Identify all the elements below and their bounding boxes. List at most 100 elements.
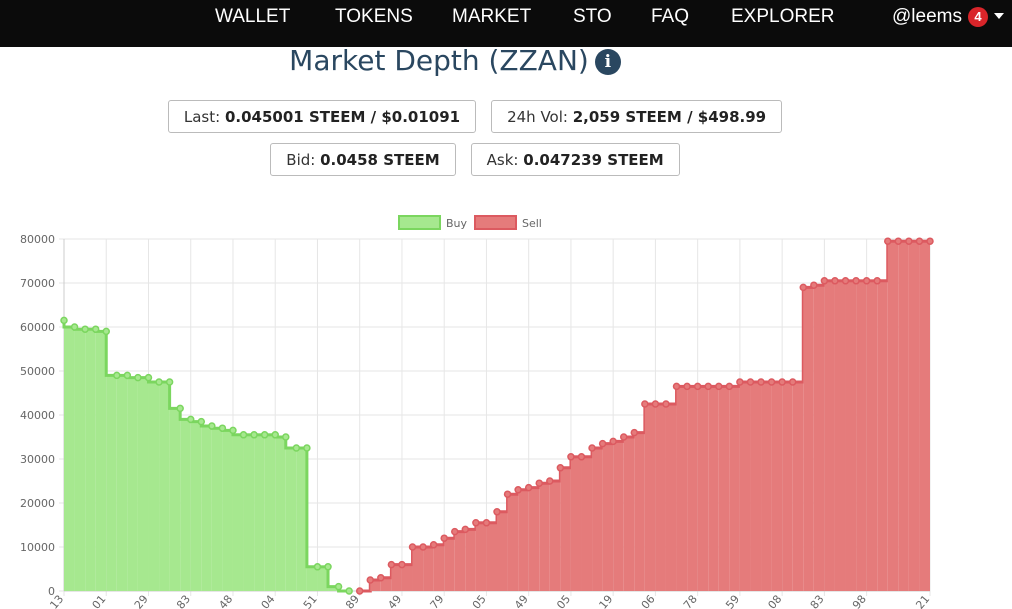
- area-segment: [391, 564, 402, 591]
- stat-value: 0.047239 STEEM: [523, 151, 664, 169]
- point: [155, 378, 163, 386]
- x-tick-label: 78: [681, 593, 700, 609]
- area-segment: [64, 327, 75, 591]
- point: [524, 483, 533, 492]
- point: [810, 281, 818, 289]
- y-tick-label: 70000: [20, 277, 55, 290]
- nav-bar: WALLET TOKENS MARKET STO FAQ EXPLORER @l…: [0, 0, 1012, 47]
- area-segment: [423, 547, 434, 591]
- point: [778, 378, 786, 386]
- area-segment: [845, 280, 857, 591]
- point: [715, 382, 723, 391]
- info-icon[interactable]: i: [594, 49, 621, 75]
- area-segment: [254, 434, 265, 591]
- area-segment: [317, 566, 329, 591]
- area-segment: [211, 428, 223, 591]
- area-segment: [729, 386, 740, 591]
- x-tick-label: 89: [343, 593, 362, 609]
- legend-label: Sell: [522, 217, 542, 230]
- dropdown-caret[interactable]: [994, 13, 1004, 19]
- point: [250, 431, 258, 439]
- area-segment: [401, 564, 413, 591]
- nav-link[interactable]: FAQ: [651, 6, 690, 27]
- area-segment: [898, 241, 909, 591]
- legend-swatch: [474, 215, 517, 230]
- x-tick-label: 06: [639, 593, 658, 609]
- area-segment: [296, 448, 307, 591]
- point: [218, 424, 227, 432]
- area-segment: [708, 386, 719, 591]
- stat-value: 2,059 STEEM / $498.99: [572, 108, 767, 126]
- x-tick-label: 19: [597, 593, 616, 609]
- nav-link[interactable]: TOKENS: [335, 6, 413, 27]
- point: [725, 382, 734, 391]
- area-segment: [750, 382, 762, 591]
- stat-box: Ask: 0.047239 STEEM: [470, 143, 680, 176]
- point: [176, 404, 184, 413]
- point: [894, 237, 903, 245]
- point: [440, 534, 448, 542]
- stat-label: 24h Vol:: [507, 108, 568, 126]
- nav-link[interactable]: MARKET: [452, 6, 532, 27]
- x-tick-label: 29: [132, 593, 151, 609]
- point: [334, 582, 343, 591]
- area-segment: [306, 566, 318, 591]
- stat-box: 24h Vol: 2,059 STEEM / $498.99: [491, 100, 783, 133]
- area-segment: [444, 538, 455, 591]
- point: [641, 400, 649, 408]
- area-segment: [243, 434, 255, 591]
- area-segment: [782, 382, 793, 591]
- stat-label: Last:: [183, 108, 221, 126]
- area-segment: [201, 426, 212, 591]
- point: [324, 563, 332, 571]
- y-tick-label: 60000: [20, 321, 55, 334]
- nav-link[interactable]: EXPLORER: [731, 6, 835, 27]
- point: [546, 477, 554, 485]
- point: [704, 382, 712, 391]
- area-segment: [159, 382, 170, 591]
- area-segment: [549, 481, 561, 591]
- area-segment: [465, 529, 476, 591]
- point: [113, 371, 121, 380]
- point: [355, 587, 364, 595]
- point: [429, 541, 438, 549]
- point: [683, 382, 691, 391]
- nav-link[interactable]: WALLET: [215, 6, 291, 27]
- area-segment: [232, 434, 244, 591]
- x-tick-label: 08: [765, 593, 784, 609]
- y-tick-label: 30000: [20, 453, 55, 466]
- area-segment: [792, 382, 804, 591]
- point: [472, 519, 480, 527]
- point: [662, 400, 670, 408]
- area-segment: [137, 377, 149, 591]
- area-segment: [676, 386, 688, 591]
- chart: 0 10000 20000 30000 40000 50000 60000 70000 8000…: [20, 215, 934, 609]
- x-tick-label: 51: [301, 593, 320, 609]
- point: [757, 378, 765, 386]
- area-segment: [222, 430, 233, 591]
- stat-box: Bid: 0.0458 STEEM: [270, 143, 456, 176]
- point: [905, 237, 913, 245]
- area-segment: [475, 522, 487, 591]
- x-tick-label: 49: [385, 593, 404, 609]
- area-segment: [85, 329, 96, 591]
- stat-label: Ask:: [486, 151, 519, 169]
- point: [419, 543, 427, 551]
- area-segment: [866, 280, 878, 591]
- area-segment: [803, 287, 814, 591]
- y-tick-label: 40000: [20, 409, 55, 422]
- nav-link[interactable]: STO: [573, 6, 612, 27]
- stat-label: Bid:: [286, 151, 316, 169]
- point: [672, 382, 681, 391]
- x-tick-label: 79: [428, 593, 447, 609]
- point: [165, 378, 174, 386]
- point: [398, 560, 406, 569]
- line-segment: [104, 331, 117, 377]
- area-segment: [116, 375, 128, 591]
- area-segment: [581, 456, 593, 591]
- point: [408, 543, 417, 551]
- y-tick-label: 0: [48, 585, 55, 598]
- area-segment: [518, 489, 529, 591]
- user-menu[interactable]: @leems: [892, 6, 962, 27]
- point: [493, 508, 501, 516]
